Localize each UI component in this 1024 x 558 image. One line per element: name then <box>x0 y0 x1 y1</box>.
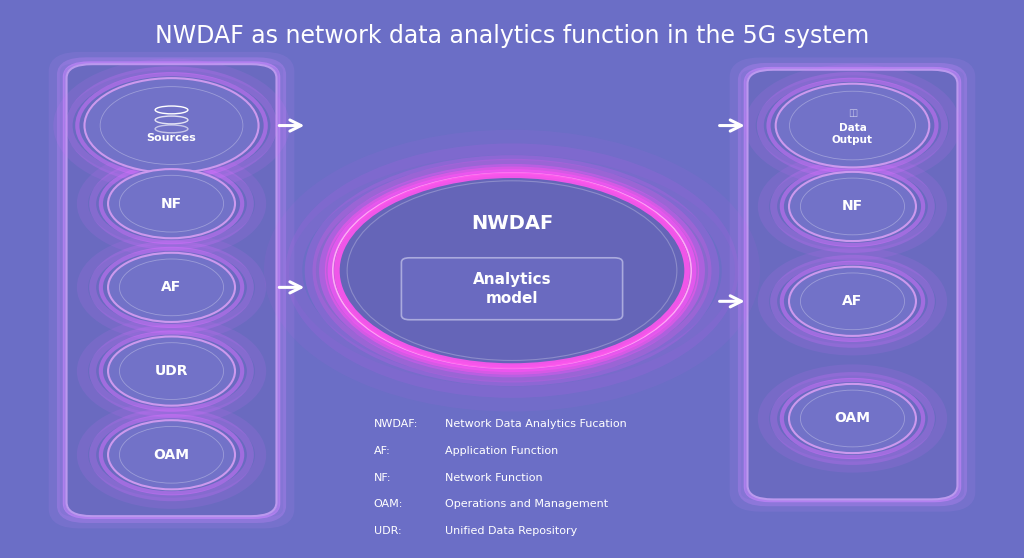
Circle shape <box>108 169 234 238</box>
Text: NF:: NF: <box>374 473 391 483</box>
Text: OAM:: OAM: <box>374 499 403 509</box>
Text: Data
Output: Data Output <box>831 123 873 145</box>
Text: Unified Data Repository: Unified Data Repository <box>445 526 578 536</box>
Text: Operations and Management: Operations and Management <box>445 499 608 509</box>
Circle shape <box>776 84 930 167</box>
Text: OAM: OAM <box>154 448 189 462</box>
Text: NF: NF <box>161 196 182 211</box>
Text: AF: AF <box>162 280 181 295</box>
Text: Network Data Analytics Fucation: Network Data Analytics Fucation <box>445 419 627 429</box>
Text: NF: NF <box>842 199 863 214</box>
Text: UDR:: UDR: <box>374 526 401 536</box>
Text: UDR: UDR <box>155 364 188 378</box>
Text: NWDAF as network data analytics function in the 5G system: NWDAF as network data analytics function… <box>155 24 869 49</box>
Text: ⚙: ⚙ <box>168 108 175 117</box>
Text: AF: AF <box>843 294 862 309</box>
Circle shape <box>788 172 916 241</box>
FancyBboxPatch shape <box>748 70 957 499</box>
Circle shape <box>84 78 258 173</box>
Text: NWDAF:: NWDAF: <box>374 419 418 429</box>
Circle shape <box>788 267 916 336</box>
Text: ◫: ◫ <box>848 108 857 118</box>
Circle shape <box>333 173 691 368</box>
Circle shape <box>108 420 234 489</box>
Text: NWDAF: NWDAF <box>471 214 553 233</box>
Circle shape <box>108 336 234 406</box>
Text: Network Function: Network Function <box>445 473 543 483</box>
FancyBboxPatch shape <box>67 64 276 516</box>
Text: Sources: Sources <box>146 133 197 143</box>
Text: Application Function: Application Function <box>445 446 559 456</box>
Text: OAM: OAM <box>835 411 870 426</box>
Text: AF:: AF: <box>374 446 390 456</box>
Circle shape <box>788 384 916 453</box>
Text: Analytics
model: Analytics model <box>473 272 551 306</box>
FancyBboxPatch shape <box>401 258 623 320</box>
Circle shape <box>108 253 234 322</box>
